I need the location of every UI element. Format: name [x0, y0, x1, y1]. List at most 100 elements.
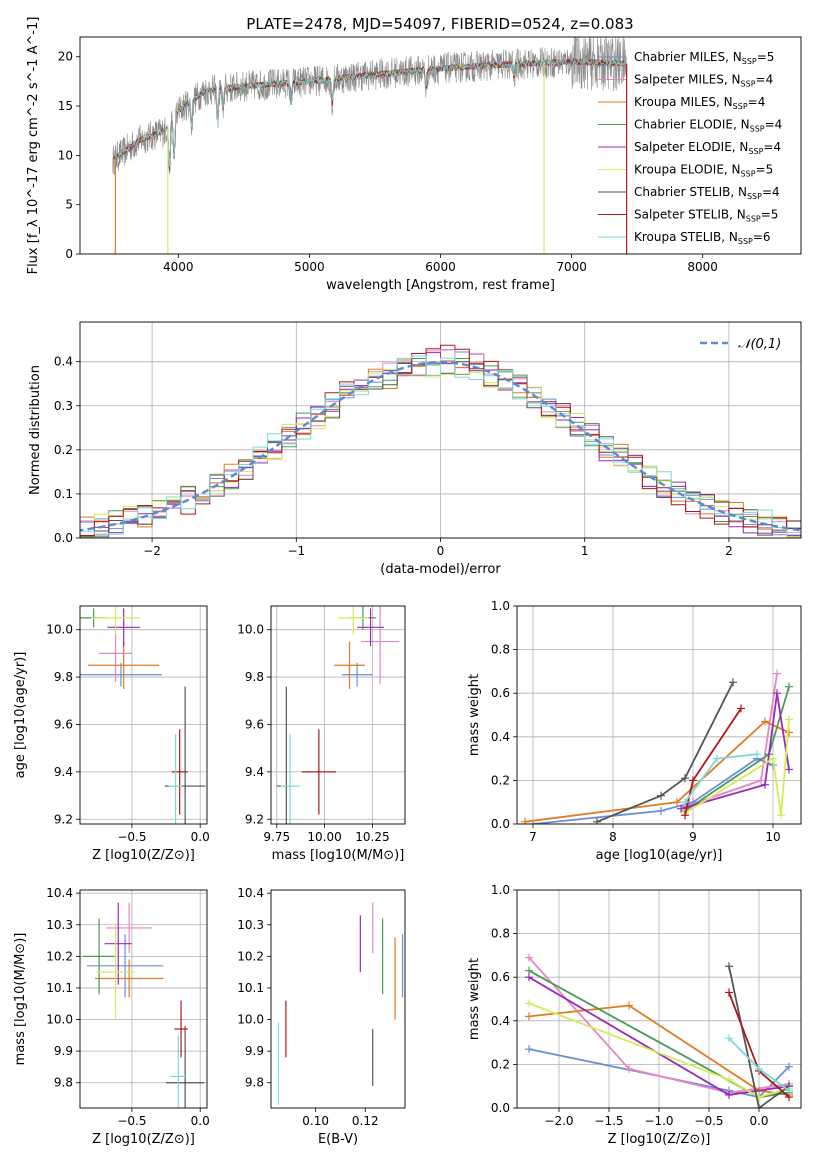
y-axis-label: mass [log10(M/M⊙)]	[13, 933, 28, 1066]
mass-vs-extinction-panel: 0.10 0.12 9.8 9.9 10.0 10.1 10.2 10.3 10.4 E(B-V)	[237, 886, 406, 1147]
legend-label: 𝒩(0,1)	[738, 337, 781, 352]
y-axis-label: age [log10(age/yr)]	[13, 652, 28, 779]
axes-frame	[270, 605, 406, 825]
legend-label: Kroupa MILES, NSSP=4	[634, 95, 765, 111]
x-tick-label: 8	[609, 830, 617, 844]
x-tick-label: 0.0	[749, 1114, 768, 1128]
x-tick-label: 2	[725, 544, 733, 558]
x-tick-label: 0.12	[352, 1114, 379, 1128]
y-tick-label: 0.4	[491, 730, 510, 744]
normal-reference-curve	[80, 360, 801, 532]
x-tick-label: 4000	[163, 260, 194, 274]
y-tick-label: 9.2	[54, 812, 73, 826]
y-tick-label: 9.8	[54, 1076, 73, 1090]
plot-area	[277, 902, 405, 1105]
age-vs-mass-panel: 9.75 10.00 10.25 9.2 9.4 9.6 9.8 10.0 mass [log1…	[237, 605, 406, 863]
x-tick-label: 6000	[425, 260, 456, 274]
spectrum-model-line	[112, 57, 625, 169]
x-tick-label: 0	[437, 544, 445, 558]
legend-label: Chabrier STELIB, NSSP=4	[634, 185, 780, 201]
mass-weight-vs-metallicity-panel: −2.0 −1.5 −1.0 −0.5 0.0 0.0 0.2 0.4 0.6 0.8 1.0 Z […	[467, 883, 802, 1147]
legend-label: Salpeter MILES, NSSP=4	[634, 73, 773, 89]
x-axis-label: Z [log10(Z/Z⊙)]	[92, 1132, 195, 1147]
y-tick-label: 10.2	[46, 949, 73, 963]
y-tick-label: 9.4	[54, 765, 73, 779]
mass-weight-line	[528, 1002, 790, 1099]
x-axis-label: wavelength [Angstrom, rest frame]	[326, 278, 555, 293]
y-tick-label: 1.0	[491, 599, 510, 613]
mass-weight-vs-age-panel: 7 8 9 10 0.0 0.2 0.4 0.6 0.8 1.0 age [log10(age/yr…	[467, 599, 802, 863]
y-tick-label: 0.6	[491, 970, 510, 984]
y-tick-label: 10.3	[46, 918, 73, 932]
y-tick-label: 0.1	[54, 487, 73, 501]
x-tick-label: −0.5	[117, 1114, 146, 1128]
plot-area	[80, 344, 801, 538]
y-tick-label: 9.9	[245, 1044, 264, 1058]
y-tick-label: 10.0	[237, 623, 264, 637]
y-tick-label: 0.0	[54, 531, 73, 545]
legend-label: Kroupa ELODIE, NSSP=5	[634, 163, 773, 179]
x-axis-label: mass [log10(M/M⊙)]	[272, 848, 405, 863]
x-tick-label: 7	[529, 830, 537, 844]
spectrum-panel: 4000 5000 6000 7000 8000 0 5 10 15 20 wavelength […	[26, 17, 802, 293]
x-tick-label: 1	[581, 544, 589, 558]
y-tick-label: 5	[65, 198, 73, 212]
y-tick-label: 9.8	[54, 670, 73, 684]
residual-histogram-panel: −2 −1 0 1 2 0.0 0.1 0.2 0.3 0.4 (data-model)/error…	[28, 321, 802, 577]
x-tick-label: 9.75	[263, 830, 290, 844]
x-axis-label: Z [log10(Z/Z⊙)]	[92, 848, 195, 863]
x-tick-label: 8000	[687, 260, 718, 274]
y-tick-label: 10.0	[46, 1013, 73, 1027]
y-tick-label: 0.8	[491, 927, 510, 941]
x-tick-label: −1.5	[594, 1114, 623, 1128]
y-tick-label: 0.2	[491, 773, 510, 787]
legend-label: Salpeter ELODIE, NSSP=4	[634, 140, 781, 156]
y-tick-label: 0.8	[491, 643, 510, 657]
spectrum-data-line	[112, 37, 627, 176]
mass-vs-metallicity-panel: −0.5 0.0 9.8 9.9 10.0 10.1 10.2 10.3 10.4 Z [log1…	[13, 886, 210, 1147]
y-axis-label: mass weight	[467, 674, 482, 756]
y-tick-label: 9.6	[54, 717, 73, 731]
x-tick-label: 0.10	[302, 1114, 329, 1128]
x-axis-label: E(B-V)	[318, 1132, 358, 1147]
y-tick-label: 20	[58, 50, 73, 64]
y-tick-label: 10.1	[46, 981, 73, 995]
y-tick-label: 9.4	[245, 765, 264, 779]
y-axis-label: Normed distribution	[28, 365, 43, 495]
x-tick-label: −0.5	[694, 1114, 723, 1128]
plot-area	[521, 669, 793, 824]
mass-weight-line	[684, 719, 790, 816]
mass-weight-line	[532, 757, 774, 824]
x-tick-label: 9	[689, 830, 697, 844]
y-tick-label: 1.0	[491, 883, 510, 897]
x-axis-label: age [log10(age/yr)]	[596, 848, 723, 863]
y-tick-label: 0.2	[491, 1057, 510, 1071]
plot-area	[525, 953, 793, 1108]
age-vs-metallicity-panel: −0.5 0.0 9.2 9.4 9.6 9.8 10.0 Z [log10(Z/Z⊙)] ag…	[13, 605, 210, 863]
axes-frame	[516, 605, 802, 825]
histogram-series	[80, 344, 801, 538]
y-tick-label: 0.4	[54, 355, 73, 369]
axes-frame	[79, 889, 208, 1109]
x-tick-label: 0.0	[191, 1114, 210, 1128]
histogram-series	[80, 355, 801, 538]
y-tick-label: 0.0	[491, 817, 510, 831]
mass-weight-line	[728, 966, 790, 1108]
y-tick-label: 10	[58, 148, 73, 162]
x-axis-label: (data-model)/error	[380, 562, 501, 577]
x-tick-label: −1	[287, 544, 305, 558]
y-tick-label: 10.4	[237, 886, 264, 900]
x-tick-label: 7000	[556, 260, 587, 274]
legend-label: Chabrier MILES, NSSP=5	[634, 50, 774, 66]
x-tick-label: −2.0	[544, 1114, 573, 1128]
axes-frame	[270, 889, 406, 1109]
x-tick-label: 5000	[294, 260, 325, 274]
axes-frame	[79, 605, 208, 825]
spectrum-legend: Chabrier MILES, NSSP=5 Salpeter MILES, NS…	[598, 50, 782, 246]
legend-label: Chabrier ELODIE, NSSP=4	[634, 118, 782, 134]
y-tick-label: 9.9	[54, 1044, 73, 1058]
y-tick-label: 0.6	[491, 686, 510, 700]
x-tick-label: −2	[143, 544, 161, 558]
x-tick-label: −1.0	[644, 1114, 673, 1128]
